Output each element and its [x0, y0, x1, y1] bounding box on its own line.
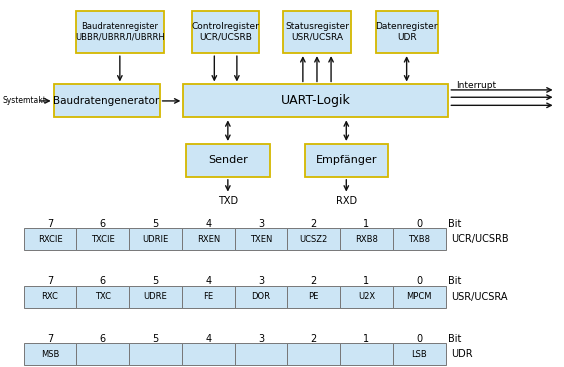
Text: Controlregister
UCR/UCSRB: Controlregister UCR/UCSRB: [192, 22, 259, 42]
FancyBboxPatch shape: [305, 144, 388, 177]
Text: TXCIE: TXCIE: [91, 235, 114, 244]
Text: 7: 7: [47, 276, 53, 287]
Text: 0: 0: [416, 334, 422, 344]
FancyBboxPatch shape: [24, 228, 77, 250]
Text: RXB8: RXB8: [355, 235, 378, 244]
FancyBboxPatch shape: [192, 11, 259, 53]
Text: UDR: UDR: [451, 349, 473, 359]
FancyBboxPatch shape: [129, 286, 182, 308]
Text: Baudratengenerator: Baudratengenerator: [54, 96, 160, 106]
Text: 1: 1: [363, 334, 369, 344]
FancyBboxPatch shape: [129, 343, 182, 365]
FancyBboxPatch shape: [393, 228, 446, 250]
Text: 5: 5: [152, 276, 158, 287]
FancyBboxPatch shape: [288, 343, 340, 365]
FancyBboxPatch shape: [283, 11, 351, 53]
Text: 3: 3: [258, 219, 264, 229]
FancyBboxPatch shape: [393, 286, 446, 308]
Text: 2: 2: [311, 276, 317, 287]
FancyBboxPatch shape: [376, 11, 438, 53]
Text: USR/UCSRA: USR/UCSRA: [451, 292, 508, 302]
Text: RXC: RXC: [42, 292, 59, 301]
Text: 0: 0: [416, 219, 422, 229]
Text: Statusregister
USR/UCSRA: Statusregister USR/UCSRA: [285, 22, 349, 42]
Text: Systemtakt: Systemtakt: [2, 97, 46, 105]
FancyBboxPatch shape: [77, 228, 129, 250]
Text: Baudratenregister
UBBR/UBRRЛ/UBRRH: Baudratenregister UBBR/UBRRЛ/UBRRH: [75, 22, 165, 42]
FancyBboxPatch shape: [288, 286, 340, 308]
Text: 1: 1: [363, 219, 369, 229]
Text: Empfänger: Empfänger: [315, 155, 377, 166]
Text: PE: PE: [309, 292, 319, 301]
Text: 2: 2: [311, 334, 317, 344]
Text: Bit: Bit: [448, 219, 462, 229]
FancyBboxPatch shape: [235, 228, 287, 250]
FancyBboxPatch shape: [76, 11, 164, 53]
Text: 2: 2: [311, 219, 317, 229]
FancyBboxPatch shape: [340, 228, 393, 250]
FancyBboxPatch shape: [235, 343, 287, 365]
Text: U2X: U2X: [358, 292, 375, 301]
Text: Bit: Bit: [448, 334, 462, 344]
Text: 0: 0: [416, 276, 422, 287]
FancyBboxPatch shape: [182, 228, 235, 250]
Text: Interrupt: Interrupt: [456, 81, 496, 90]
Text: MPCM: MPCM: [407, 292, 432, 301]
Text: Datenregister
UDR: Datenregister UDR: [376, 22, 438, 42]
Text: Bit: Bit: [448, 276, 462, 287]
FancyBboxPatch shape: [182, 343, 235, 365]
Text: DOR: DOR: [252, 292, 271, 301]
FancyBboxPatch shape: [129, 228, 182, 250]
FancyBboxPatch shape: [183, 84, 448, 117]
Text: UDRIE: UDRIE: [142, 235, 169, 244]
Text: 3: 3: [258, 276, 264, 287]
Text: TXD: TXD: [218, 196, 238, 206]
Text: 7: 7: [47, 334, 53, 344]
Text: 3: 3: [258, 334, 264, 344]
Text: 5: 5: [152, 219, 158, 229]
Text: 6: 6: [100, 334, 106, 344]
FancyBboxPatch shape: [340, 343, 393, 365]
FancyBboxPatch shape: [235, 286, 287, 308]
FancyBboxPatch shape: [54, 84, 160, 117]
Text: UDRE: UDRE: [144, 292, 168, 301]
Text: UCSZ2: UCSZ2: [299, 235, 328, 244]
Text: TXEN: TXEN: [250, 235, 272, 244]
Text: 5: 5: [152, 334, 158, 344]
Text: RXD: RXD: [336, 196, 357, 206]
Text: 6: 6: [100, 219, 106, 229]
Text: FE: FE: [203, 292, 213, 301]
Text: 4: 4: [205, 334, 212, 344]
Text: 6: 6: [100, 276, 106, 287]
FancyBboxPatch shape: [186, 144, 270, 177]
Text: RXEN: RXEN: [197, 235, 220, 244]
Text: RXCIE: RXCIE: [38, 235, 63, 244]
Text: UART-Logik: UART-Logik: [281, 94, 351, 108]
Text: Sender: Sender: [208, 155, 248, 166]
Text: LSB: LSB: [411, 350, 427, 359]
FancyBboxPatch shape: [24, 343, 77, 365]
Text: 1: 1: [363, 276, 369, 287]
FancyBboxPatch shape: [288, 228, 340, 250]
FancyBboxPatch shape: [393, 343, 446, 365]
FancyBboxPatch shape: [77, 286, 129, 308]
FancyBboxPatch shape: [182, 286, 235, 308]
FancyBboxPatch shape: [340, 286, 393, 308]
Text: TXC: TXC: [95, 292, 111, 301]
Text: MSB: MSB: [41, 350, 59, 359]
Text: 7: 7: [47, 219, 53, 229]
Text: 4: 4: [205, 219, 212, 229]
FancyBboxPatch shape: [77, 343, 129, 365]
FancyBboxPatch shape: [24, 286, 77, 308]
Text: 4: 4: [205, 276, 212, 287]
Text: UCR/UCSRB: UCR/UCSRB: [451, 234, 509, 244]
Text: TXB8: TXB8: [408, 235, 430, 244]
